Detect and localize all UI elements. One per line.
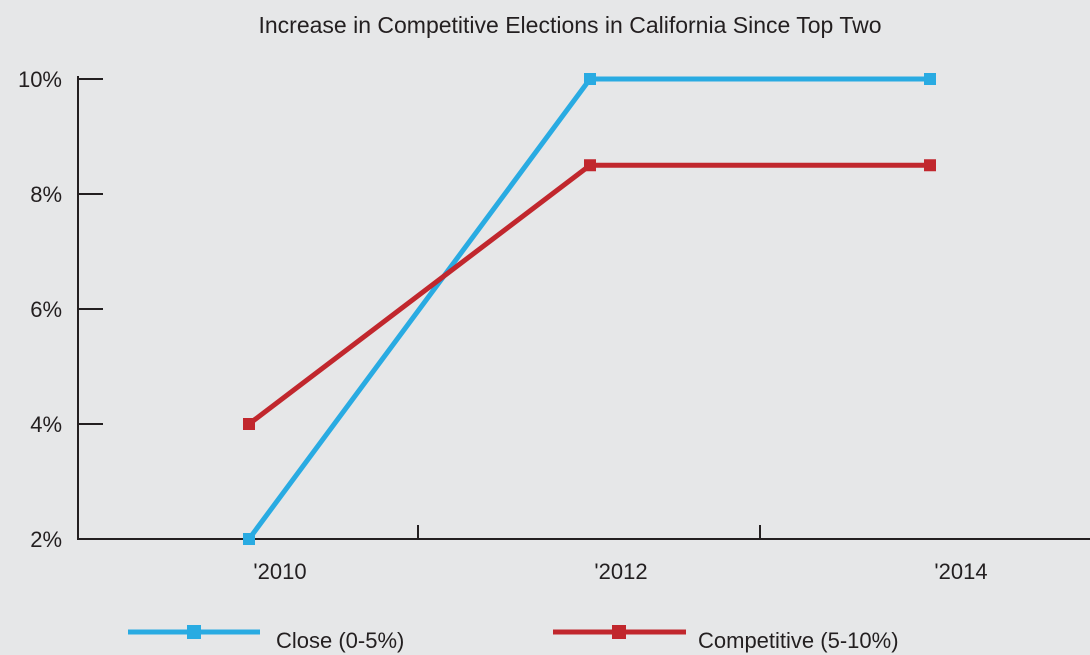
y-tick-label: 6% xyxy=(30,297,62,322)
chart-title: Increase in Competitive Elections in Cal… xyxy=(258,12,881,38)
data-point xyxy=(243,418,255,430)
data-point xyxy=(924,73,936,85)
chart-axes xyxy=(77,76,1090,540)
series-points xyxy=(243,73,936,545)
legend-label: Competitive (5-10%) xyxy=(698,628,899,653)
y-tick-label: 8% xyxy=(30,182,62,207)
data-point xyxy=(243,533,255,545)
y-tick-label: 4% xyxy=(30,412,62,437)
y-axis-ticks: 2% 4% 6% 8% 10% xyxy=(18,67,103,552)
x-tick-label: '2014 xyxy=(934,559,987,584)
x-tick-label: '2010 xyxy=(253,559,306,584)
data-point xyxy=(924,159,936,172)
series-line xyxy=(247,162,930,426)
chart-legend: Close (0-5%) Competitive (5-10%) xyxy=(128,625,899,653)
legend-label: Close (0-5%) xyxy=(276,628,404,653)
legend-swatch-marker xyxy=(187,625,201,639)
y-tick-label: 2% xyxy=(30,527,62,552)
legend-swatch-marker xyxy=(612,625,626,639)
x-axis-ticks: '2010 '2012 '2014 xyxy=(253,525,988,584)
x-tick-label: '2012 xyxy=(594,559,647,584)
data-point xyxy=(584,159,596,172)
data-point xyxy=(584,73,596,85)
y-tick-label: 10% xyxy=(18,67,62,92)
series-line xyxy=(246,76,930,541)
series-lines xyxy=(246,76,930,541)
